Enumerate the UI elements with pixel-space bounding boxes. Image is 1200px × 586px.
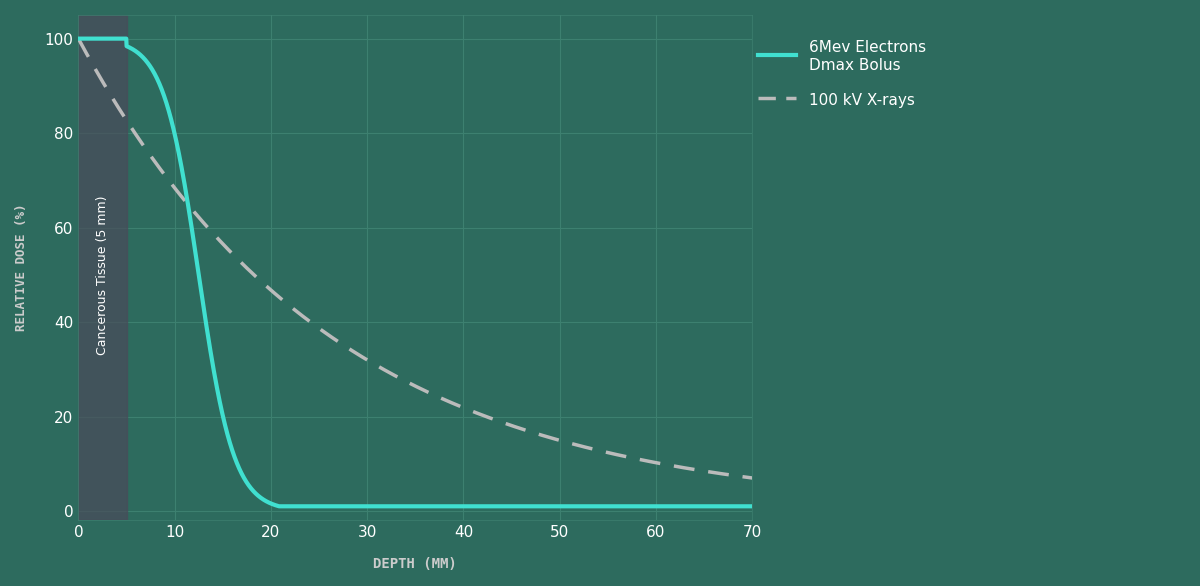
Text: Cancerous Tissue (5 mm): Cancerous Tissue (5 mm) (96, 195, 109, 355)
Bar (78, 15, 126, 520)
X-axis label: DEPTH (MM): DEPTH (MM) (373, 557, 457, 571)
Legend: 6Mev Electrons
Dmax Bolus, 100 kV X-rays: 6Mev Electrons Dmax Bolus, 100 kV X-rays (750, 33, 934, 117)
Y-axis label: RELATIVE DOSE (%): RELATIVE DOSE (%) (14, 204, 28, 332)
